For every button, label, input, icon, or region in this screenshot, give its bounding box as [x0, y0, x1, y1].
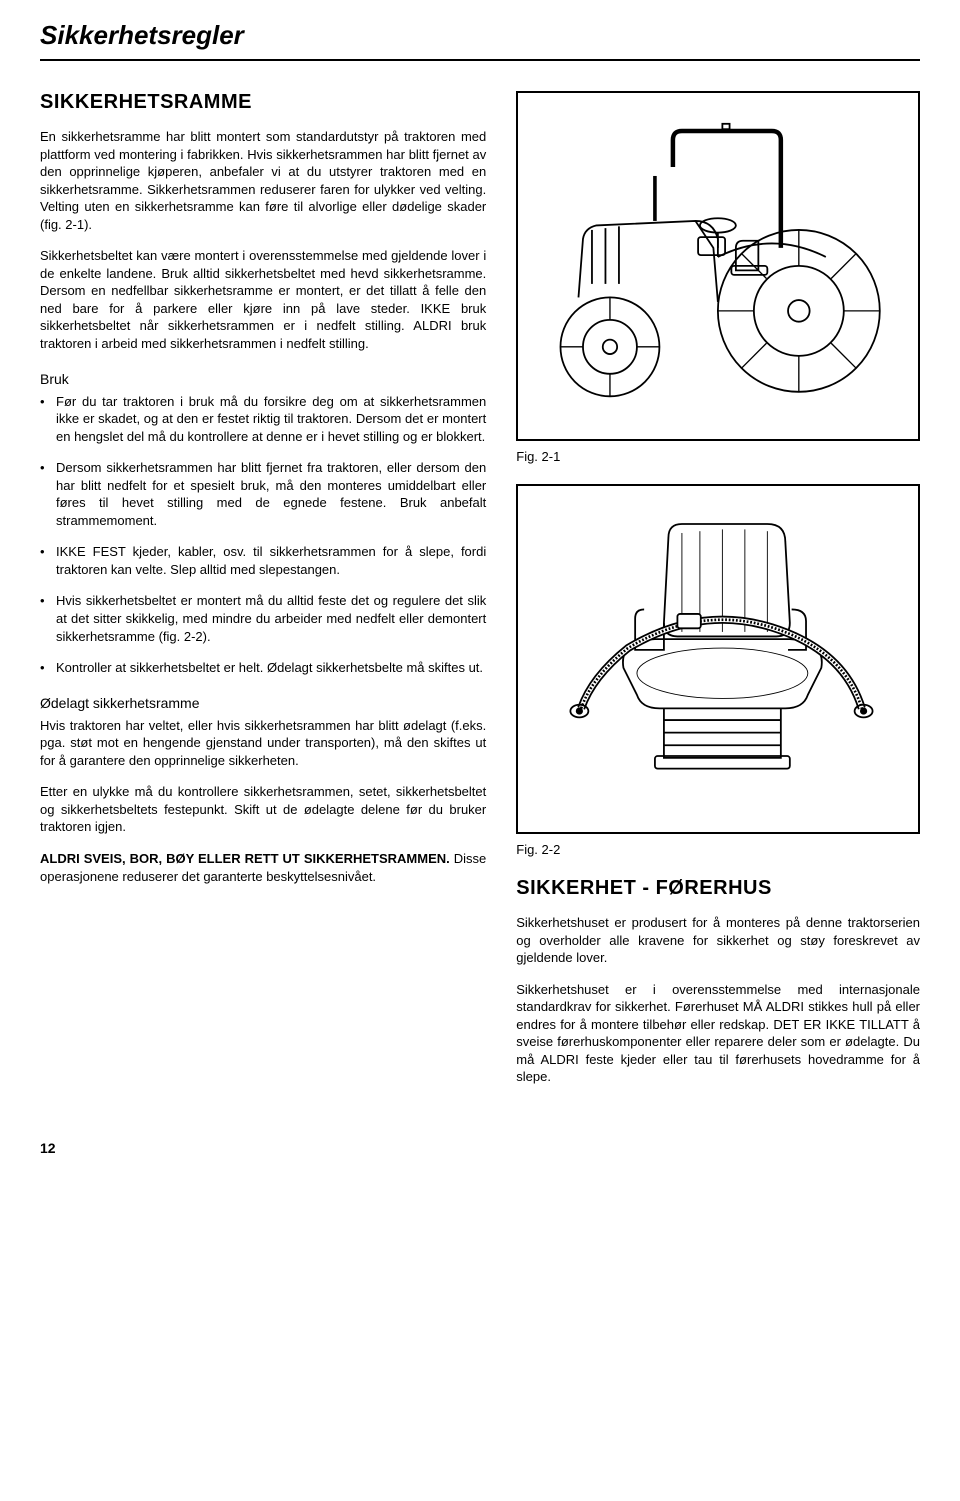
page-header: Sikkerhetsregler: [40, 20, 920, 61]
list-item: Hvis sikkerhetsbeltet er montert må du a…: [40, 592, 486, 645]
paragraph-odelagt-2: Etter en ulykke må du kontrollere sikker…: [40, 783, 486, 836]
paragraph-intro-1: En sikkerhetsramme har blitt montert som…: [40, 128, 486, 233]
left-column: SIKKERHETSRAMME En sikkerhetsramme har b…: [40, 91, 486, 1100]
list-item: Dersom sikkerhetsrammen har blitt fjerne…: [40, 459, 486, 529]
warning-bold: ALDRI SVEIS, BOR, BØY ELLER RETT UT SIKK…: [40, 851, 450, 866]
paragraph-forerhus-2: Sikkerhetshuset er i overensstemmelse me…: [516, 981, 920, 1086]
page-number: 12: [40, 1140, 920, 1156]
paragraph-forerhus-1: Sikkerhetshuset er produsert for å monte…: [516, 914, 920, 967]
subheading-bruk: Bruk: [40, 371, 486, 387]
seat-illustration-icon: [538, 506, 898, 812]
list-item: Kontroller at sikkerhetsbeltet er helt. …: [40, 659, 486, 677]
figure-caption-2: Fig. 2-2: [516, 842, 920, 857]
right-column: Fig. 2-1: [516, 91, 920, 1100]
page-title: Sikkerhetsregler: [40, 20, 920, 51]
heading-forerhus: SIKKERHET - FØRERHUS: [516, 877, 920, 900]
subheading-odelagt: Ødelagt sikkerhetsramme: [40, 695, 486, 711]
paragraph-odelagt-1: Hvis traktoren har veltet, eller hvis si…: [40, 717, 486, 770]
figure-tractor: [516, 91, 920, 441]
heading-sikkerhetsramme: SIKKERHETSRAMME: [40, 91, 486, 114]
list-item: Før du tar traktoren i bruk må du forsik…: [40, 393, 486, 446]
figure-seat: [516, 484, 920, 834]
list-item: IKKE FEST kjeder, kabler, osv. til sikke…: [40, 543, 486, 578]
paragraph-intro-2: Sikkerhetsbeltet kan være montert i over…: [40, 247, 486, 352]
paragraph-warning: ALDRI SVEIS, BOR, BØY ELLER RETT UT SIKK…: [40, 850, 486, 885]
tractor-illustration-icon: [538, 122, 898, 410]
two-column-layout: SIKKERHETSRAMME En sikkerhetsramme har b…: [40, 91, 920, 1100]
figure-caption-1: Fig. 2-1: [516, 449, 920, 464]
bruk-list: Før du tar traktoren i bruk må du forsik…: [40, 393, 486, 677]
